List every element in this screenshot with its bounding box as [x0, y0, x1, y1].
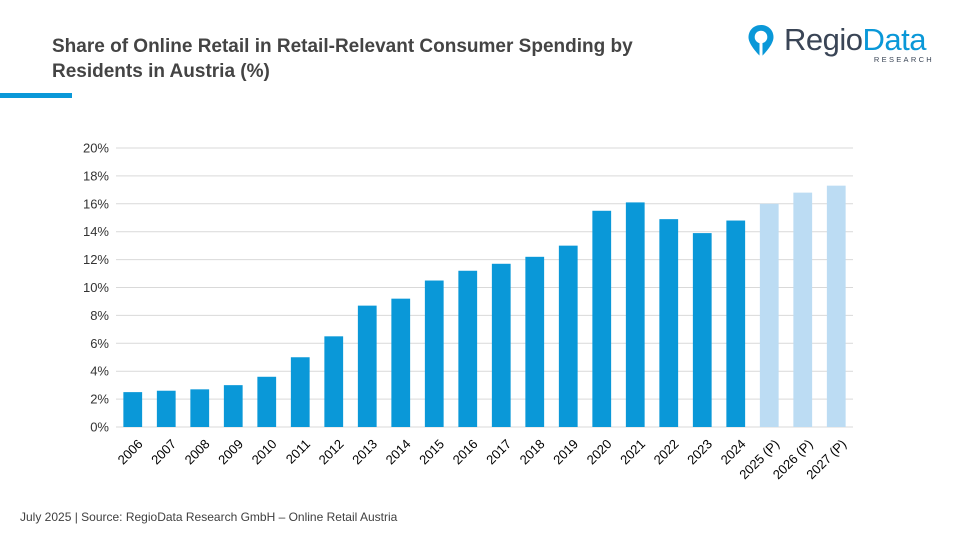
x-tick-label: 2007 [148, 436, 179, 467]
x-tick-label: 2023 [684, 436, 715, 467]
x-tick-label: 2011 [283, 436, 313, 466]
bar [592, 210, 612, 427]
bar [156, 390, 176, 427]
x-tick-label: 2008 [182, 436, 213, 467]
bar [357, 305, 377, 427]
bar [759, 203, 779, 427]
bar [290, 357, 310, 427]
x-tick-label: 2022 [651, 436, 682, 467]
y-tick-label: 4% [90, 364, 109, 379]
bar [491, 263, 511, 427]
x-tick-label: 2021 [617, 436, 648, 467]
y-tick-label: 18% [83, 168, 109, 183]
x-tick-label: 2010 [249, 436, 280, 467]
bar [659, 219, 679, 427]
x-tick-label: 2006 [115, 436, 146, 467]
bar [324, 336, 344, 427]
y-tick-label: 12% [83, 252, 109, 267]
bar [458, 270, 478, 427]
x-tick-label: 2019 [550, 436, 581, 467]
logo-name: RegioData [784, 24, 926, 56]
bar [826, 185, 846, 427]
y-tick-label: 0% [90, 420, 109, 435]
logo-name-regio: Regio [784, 22, 863, 57]
x-tick-label: 2012 [316, 436, 347, 467]
bar [123, 392, 143, 427]
x-tick-label: 2015 [416, 436, 447, 467]
bars [123, 185, 846, 427]
bar [525, 256, 545, 427]
location-pin-icon [748, 25, 774, 57]
x-axis-ticks: 2006 2007 2008 2009 2010 2011 2012 2013 2014 2015… [115, 436, 850, 482]
y-tick-label: 16% [83, 196, 109, 211]
x-tick-label: 2016 [450, 436, 481, 467]
bar [190, 389, 210, 427]
y-tick-label: 2% [90, 392, 109, 407]
x-tick-label: 2020 [584, 436, 615, 467]
regiodata-logo: RegioData RESEARCH [747, 24, 947, 64]
bar [726, 220, 746, 427]
y-tick-label: 10% [83, 280, 109, 295]
bar [257, 376, 277, 427]
chart-title-line-1: Share of Online Retail in Retail-Relevan… [52, 36, 633, 57]
bar [625, 202, 645, 427]
title-accent-bar [0, 93, 72, 98]
x-tick-label: 2014 [383, 436, 414, 467]
bar [692, 233, 712, 427]
bar [391, 298, 411, 427]
bar [793, 192, 813, 427]
y-tick-label: 8% [90, 308, 109, 323]
bar [558, 245, 578, 427]
chart-title: Share of Online Retail in Retail-Relevan… [52, 34, 732, 84]
logo-name-data: Data [862, 22, 927, 57]
chart-title-line-2: Residents in Austria (%) [52, 61, 270, 82]
y-tick-label: 6% [90, 336, 109, 351]
x-tick-label: 2013 [349, 436, 380, 467]
source-footer: July 2025 | Source: RegioData Research G… [20, 510, 398, 524]
x-tick-label: 2017 [483, 436, 514, 467]
logo-subtitle: RESEARCH [873, 55, 934, 64]
x-tick-label: 2009 [215, 436, 246, 467]
x-tick-label: 2018 [517, 436, 548, 467]
bar [223, 385, 243, 427]
bar [424, 280, 444, 427]
y-tick-label: 20% [83, 141, 109, 156]
y-axis-ticks: 0% 2% 4% 6% 8% 10% 12% 14% 16% 18% 20% [83, 141, 109, 435]
y-tick-label: 14% [83, 224, 109, 239]
